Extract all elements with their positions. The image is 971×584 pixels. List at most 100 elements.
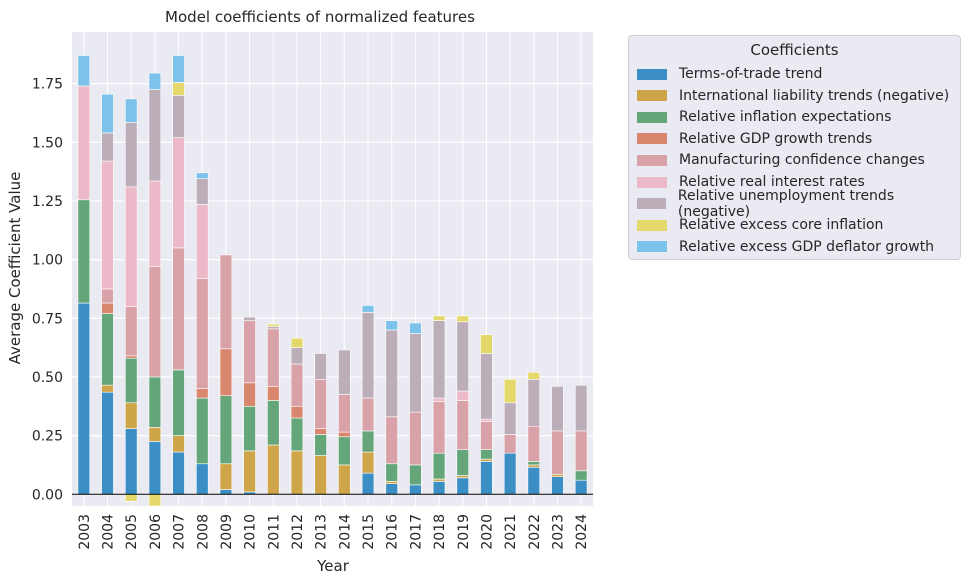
bar-segment xyxy=(527,466,541,495)
bar-segment xyxy=(290,363,304,407)
bar-segment xyxy=(101,391,114,495)
bar-segment xyxy=(480,334,493,354)
bar-segment xyxy=(101,93,114,134)
bar-segment xyxy=(385,320,398,331)
bar-segment xyxy=(480,353,493,420)
legend-label: Relative excess GDP deflator growth xyxy=(679,238,935,255)
bar-segment xyxy=(101,384,114,393)
bar-segment xyxy=(196,178,209,205)
legend-swatch xyxy=(637,154,667,166)
x-tick-label: 2020 xyxy=(479,514,495,550)
bar-segment xyxy=(456,390,469,401)
bar-segment xyxy=(527,425,541,462)
y-tick-label: 1.00 xyxy=(32,253,63,269)
bar-segment xyxy=(527,461,541,466)
bar-segment xyxy=(196,278,209,389)
bar-segment xyxy=(243,316,256,321)
x-tick-label: 2006 xyxy=(148,514,164,550)
bar-segment xyxy=(361,397,375,432)
bar-segment xyxy=(338,464,351,495)
bar-segment xyxy=(361,472,375,495)
bar-segment xyxy=(314,434,327,456)
bar-segment xyxy=(551,474,564,477)
legend-label: Relative excess core inflation xyxy=(679,217,884,234)
y-tick-label: 1.25 xyxy=(32,194,63,210)
bar-segment xyxy=(503,378,517,404)
x-tick-label: 2024 xyxy=(574,514,590,550)
bar-segment xyxy=(432,320,446,399)
y-tick-label: 1.50 xyxy=(32,135,63,151)
bar-segment xyxy=(385,329,398,418)
bar-segment xyxy=(148,493,162,507)
legend-label: Terms-of-trade trend xyxy=(679,66,823,82)
bar-segment xyxy=(409,322,422,334)
legend-swatch xyxy=(637,176,667,188)
bar-segment xyxy=(361,305,375,313)
x-tick-label: 2021 xyxy=(503,514,519,550)
bar-segment xyxy=(148,266,162,378)
bar-segment xyxy=(148,427,162,442)
bar-segment xyxy=(551,386,564,432)
bar-segment xyxy=(172,137,185,249)
y-tick-label: 0.50 xyxy=(32,370,63,386)
x-axis-label: Year xyxy=(316,557,350,575)
bar-segment xyxy=(290,417,304,452)
bar-segment xyxy=(196,463,209,495)
bar-segment xyxy=(480,449,493,460)
bar-segment xyxy=(314,428,327,435)
bar-segment xyxy=(527,378,541,427)
legend-swatch xyxy=(637,241,667,253)
legend-title: Coefficients xyxy=(750,41,839,59)
x-tick-label: 2003 xyxy=(77,514,93,550)
y-tick-label: 0.00 xyxy=(32,487,63,503)
bar-segment xyxy=(385,463,398,482)
bar-segment xyxy=(148,376,162,428)
bar-segment xyxy=(243,382,256,407)
bar-segment xyxy=(574,430,588,472)
bar-segment xyxy=(385,483,398,495)
bar-segment xyxy=(290,347,304,365)
bar-segment xyxy=(432,401,446,454)
bar-segment xyxy=(219,395,233,465)
bar-segment xyxy=(480,461,493,495)
x-tick-labels: 2003 2004 2005 2006 2007 2008 2009 2010 2011 2012… xyxy=(77,514,590,550)
legend-item: Relative excess core inflation xyxy=(637,216,883,234)
y-tick-label: 0.25 xyxy=(32,429,63,445)
bar-segment xyxy=(101,132,114,162)
bar-segment xyxy=(385,416,398,465)
bar-segment xyxy=(456,321,469,392)
bar-segment xyxy=(196,388,209,399)
bar-segment xyxy=(172,435,185,453)
bar-segment xyxy=(196,397,209,465)
legend-item: Relative inflation expectations xyxy=(637,108,891,126)
bar-segment xyxy=(456,400,469,450)
bar-segment xyxy=(574,470,588,481)
bar-segment xyxy=(101,160,114,290)
x-tick-label: 2016 xyxy=(385,514,401,550)
bar-segment xyxy=(361,312,375,399)
y-tick-label: 1.75 xyxy=(32,77,63,93)
bar-segment xyxy=(267,326,280,330)
bar-segment xyxy=(290,450,304,495)
legend-item: Relative real interest rates xyxy=(637,173,865,191)
bar-segment xyxy=(172,95,185,138)
bar-segment xyxy=(172,82,185,96)
bar-segment xyxy=(219,489,233,495)
bar-segment xyxy=(148,72,162,90)
legend-swatch xyxy=(637,198,666,210)
bar-segment xyxy=(124,428,138,495)
bar-segment xyxy=(124,306,138,357)
bar-segment xyxy=(314,353,327,380)
bar-segment xyxy=(551,430,564,475)
bar-segment xyxy=(409,333,422,413)
bar-segment xyxy=(148,441,162,495)
bar-segment xyxy=(456,475,469,479)
bar-segment xyxy=(338,431,351,438)
bar-segment xyxy=(432,478,446,482)
bar-segment xyxy=(267,386,280,401)
x-tick-label: 2010 xyxy=(243,514,259,550)
x-tick-label: 2017 xyxy=(408,514,424,550)
bar-segment xyxy=(124,98,138,123)
bar-segment xyxy=(219,348,233,397)
